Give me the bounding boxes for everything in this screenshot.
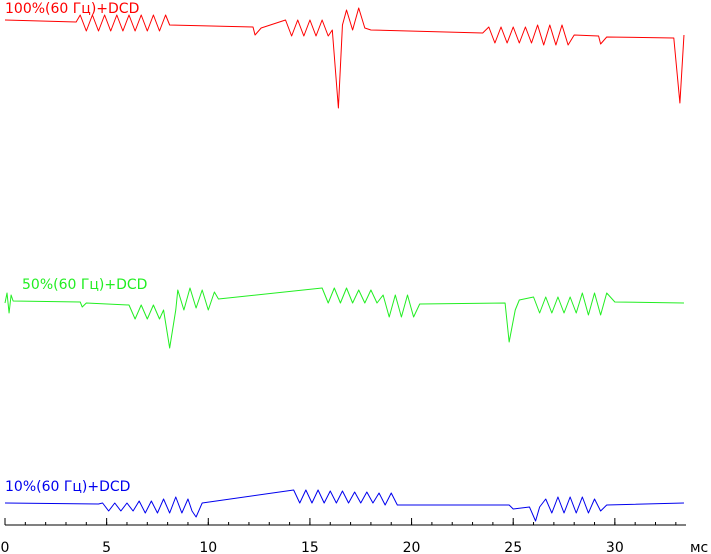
x-tick-label: 5 bbox=[102, 540, 111, 554]
x-tick-label: 20 bbox=[403, 540, 421, 554]
x-tick-label: 25 bbox=[504, 540, 522, 554]
x-axis-unit: мс bbox=[690, 540, 708, 554]
x-tick-label: 10 bbox=[199, 540, 217, 554]
trace-label: 50%(60 Гц)+DCD bbox=[22, 277, 147, 293]
trace bbox=[4, 287, 684, 349]
trace bbox=[4, 489, 684, 522]
trace-label: 100%(60 Гц)+DCD bbox=[5, 1, 139, 17]
x-tick-label: 0 bbox=[1, 540, 10, 554]
trace-label: 10%(60 Гц)+DCD bbox=[5, 479, 130, 495]
x-tick-label: 15 bbox=[301, 540, 319, 554]
trace bbox=[4, 7, 685, 109]
x-tick-label: 30 bbox=[606, 540, 624, 554]
